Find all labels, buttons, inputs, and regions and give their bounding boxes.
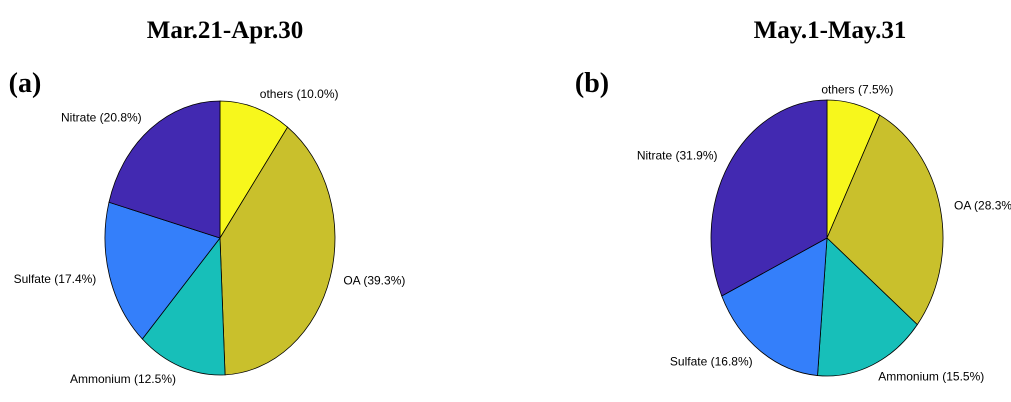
chart-title: Mar.21-Apr.30 bbox=[147, 17, 303, 44]
slice-label: OA (28.3%) bbox=[954, 198, 1011, 212]
pie-slice bbox=[219, 126, 336, 376]
slice-label: OA (39.3%) bbox=[343, 274, 405, 288]
slice-label: Nitrate (31.9%) bbox=[637, 148, 718, 162]
pie-slice bbox=[104, 201, 221, 340]
pie-slice bbox=[219, 100, 289, 240]
pie-slice bbox=[826, 114, 944, 326]
pie-slice bbox=[108, 100, 221, 239]
pie-slice bbox=[817, 237, 918, 377]
slice-label: Nitrate (20.8%) bbox=[61, 111, 142, 125]
slice-label: Ammonium (12.5%) bbox=[70, 372, 176, 386]
slice-label: others (7.5%) bbox=[821, 83, 893, 97]
pie-slice bbox=[721, 237, 828, 376]
pie-slice bbox=[710, 99, 828, 297]
panel-label: (a) bbox=[9, 68, 42, 99]
slice-label: Ammonium (15.5%) bbox=[878, 370, 984, 384]
slice-label: Sulfate (17.4%) bbox=[14, 272, 97, 286]
chart-title: May.1-May.31 bbox=[754, 17, 907, 44]
slice-label: Sulfate (16.8%) bbox=[670, 355, 753, 369]
panel-label: (b) bbox=[575, 68, 609, 99]
slice-label: others (10.0%) bbox=[260, 87, 339, 101]
pie-slice bbox=[141, 236, 226, 376]
